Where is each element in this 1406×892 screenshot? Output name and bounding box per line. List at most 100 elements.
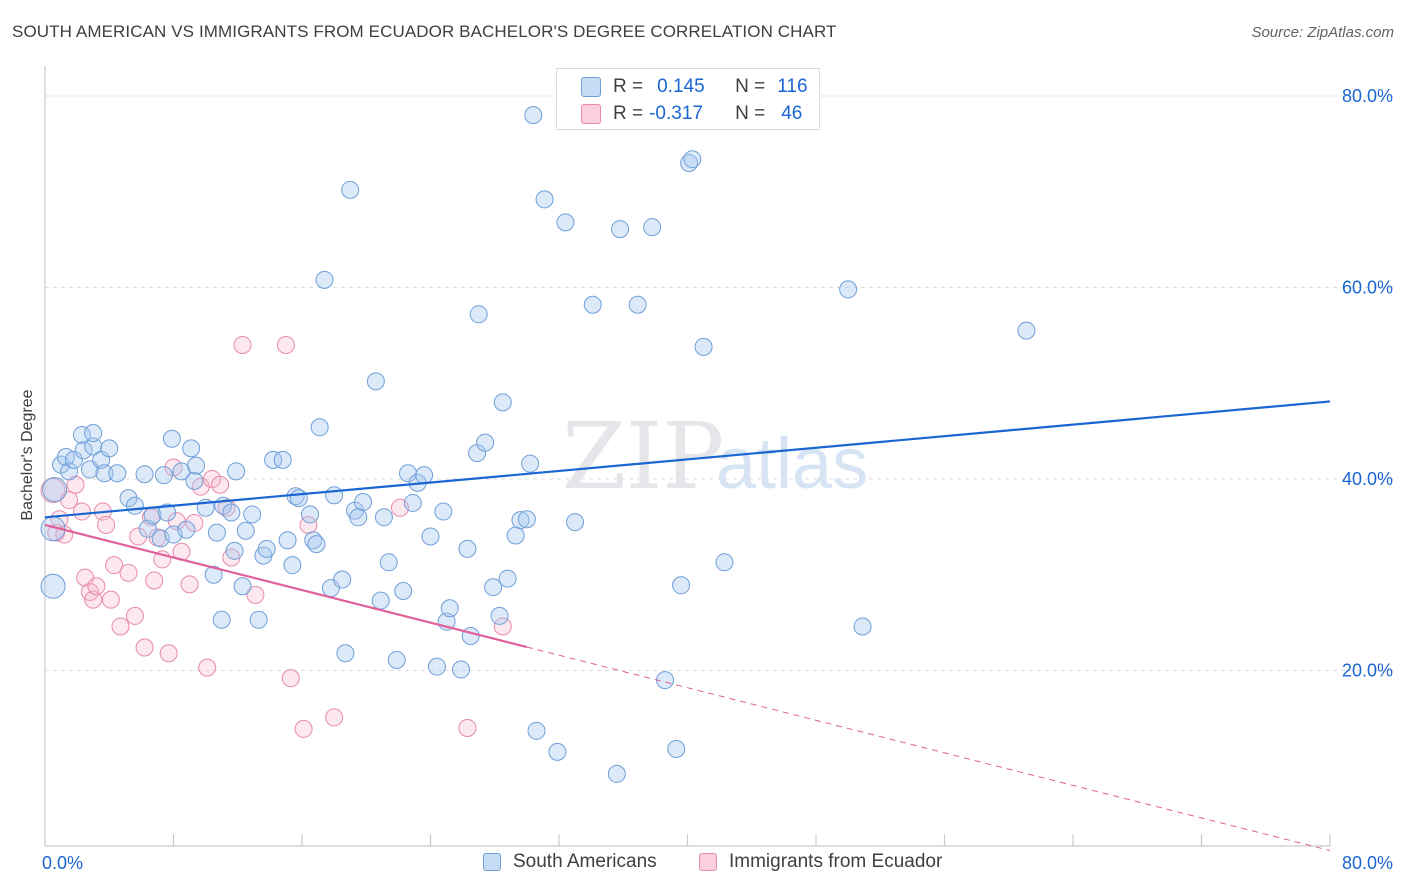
data-point-south-american: [333, 570, 352, 589]
data-point-south-american: [177, 520, 196, 539]
r-label: R =: [613, 76, 644, 97]
data-point-south-american: [278, 531, 297, 550]
data-point-ecuador: [281, 669, 300, 688]
data-point-south-american: [517, 510, 536, 529]
data-point-ecuador: [97, 515, 116, 534]
data-point-south-american: [222, 503, 241, 522]
data-point-south-american: [511, 511, 530, 530]
data-point-south-american: [42, 477, 68, 503]
series-immigrants-from-ecuador: [40, 335, 512, 738]
watermark-atlas: atlas: [716, 424, 868, 504]
data-point-south-american: [135, 465, 154, 484]
data-point-south-american: [72, 425, 91, 444]
data-point-south-american: [84, 437, 103, 456]
data-point-south-american: [403, 493, 422, 512]
data-point-ecuador: [72, 502, 91, 521]
data-point-ecuador: [493, 617, 512, 636]
n-value: 46: [781, 103, 803, 124]
n-label: N =: [735, 76, 766, 97]
data-point-south-american: [162, 429, 181, 448]
x-tick-label: 80.0%: [1342, 853, 1393, 873]
y-tick-label: 60.0%: [1342, 278, 1393, 298]
data-point-south-american: [95, 464, 114, 483]
data-point-south-american: [476, 433, 495, 452]
data-point-south-american: [64, 450, 83, 469]
data-point-south-american: [484, 578, 503, 597]
bottom-legend: South Americans Immigrants from Ecuador: [0, 851, 1406, 877]
y-tick-label: 20.0%: [1342, 661, 1393, 681]
data-point-south-american: [158, 503, 177, 522]
data-point-south-american: [458, 539, 477, 558]
trend-line-ecuador: [44, 523, 528, 649]
n-value: 116: [777, 76, 808, 97]
data-point-south-american: [1017, 321, 1036, 340]
data-point-south-american: [74, 441, 93, 460]
data-point-ecuador: [276, 335, 295, 354]
data-point-south-american: [264, 450, 283, 469]
data-point-south-american: [427, 657, 446, 676]
trend-line-ecuador-extrapolated: [526, 646, 1331, 851]
data-point-south-american: [839, 280, 858, 299]
data-point-south-american: [434, 502, 453, 521]
data-point-south-american: [186, 456, 205, 475]
data-point-ecuador: [87, 577, 106, 596]
data-point-ecuador: [84, 590, 103, 609]
data-point-south-american: [204, 565, 223, 584]
data-point-south-american: [452, 660, 471, 679]
legend-label: Immigrants from Ecuador: [729, 851, 943, 872]
data-point-south-american: [212, 610, 231, 629]
legend-swatch-pink: [699, 853, 717, 871]
trend-lines: [44, 400, 1331, 851]
legend-item-immigrants-from-ecuador[interactable]: Immigrants from Ecuador: [699, 851, 942, 873]
data-point-south-american: [138, 519, 157, 538]
data-point-south-american: [415, 466, 434, 485]
tick-labels: 20.0% 40.0% 60.0% 80.0% 0.0% 80.0%: [42, 86, 1393, 873]
data-point-south-american: [225, 541, 244, 560]
data-point-south-american: [227, 462, 246, 481]
data-point-ecuador: [105, 556, 124, 575]
data-point-south-american: [643, 218, 662, 237]
r-value: 0.145: [657, 76, 705, 97]
data-point-south-american: [40, 573, 66, 599]
data-point-south-american: [249, 610, 268, 629]
data-point-south-american: [469, 305, 488, 324]
data-point-south-american: [207, 523, 226, 542]
stats-legend: R = 0.145 N = 116 R = -0.317 N = 46: [556, 68, 820, 130]
data-point-south-american: [60, 462, 79, 481]
data-point-south-american: [273, 450, 292, 469]
data-point-south-american: [461, 627, 480, 646]
data-point-south-american: [84, 424, 103, 443]
data-point-south-american: [506, 526, 525, 545]
data-point-south-american: [257, 539, 276, 558]
data-point-south-american: [233, 577, 252, 596]
data-point-ecuador: [125, 606, 144, 625]
stats-legend-row-blue: R = 0.145 N = 116: [581, 75, 808, 99]
data-point-ecuador: [198, 658, 217, 677]
x-tick-label: 0.0%: [42, 853, 83, 873]
data-point-south-american: [524, 106, 543, 125]
data-point-south-american: [611, 220, 630, 239]
pink-swatch: [581, 104, 601, 124]
data-point-ecuador: [294, 719, 313, 738]
legend-item-south-americans[interactable]: South Americans: [483, 851, 657, 873]
data-point-ecuador: [145, 571, 164, 590]
data-point-south-american: [236, 521, 255, 540]
data-point-south-american: [493, 393, 512, 412]
data-point-south-american: [535, 190, 554, 209]
watermark: ZIP atlas: [562, 403, 868, 510]
data-point-south-american: [371, 591, 390, 610]
axes: [44, 66, 1331, 847]
data-point-ecuador: [101, 590, 120, 609]
data-point-south-american: [349, 508, 368, 527]
legend-swatch-blue: [483, 853, 501, 871]
data-point-ecuador: [119, 563, 138, 582]
data-point-south-american: [440, 599, 459, 618]
data-point-ecuador: [159, 644, 178, 663]
data-point-south-american: [387, 650, 406, 669]
data-point-ecuador: [233, 335, 252, 354]
data-point-south-american: [490, 606, 509, 625]
data-point-south-american: [566, 513, 585, 532]
source-credit: Source: ZipAtlas.com: [1251, 24, 1394, 41]
data-point-south-american: [154, 466, 173, 485]
